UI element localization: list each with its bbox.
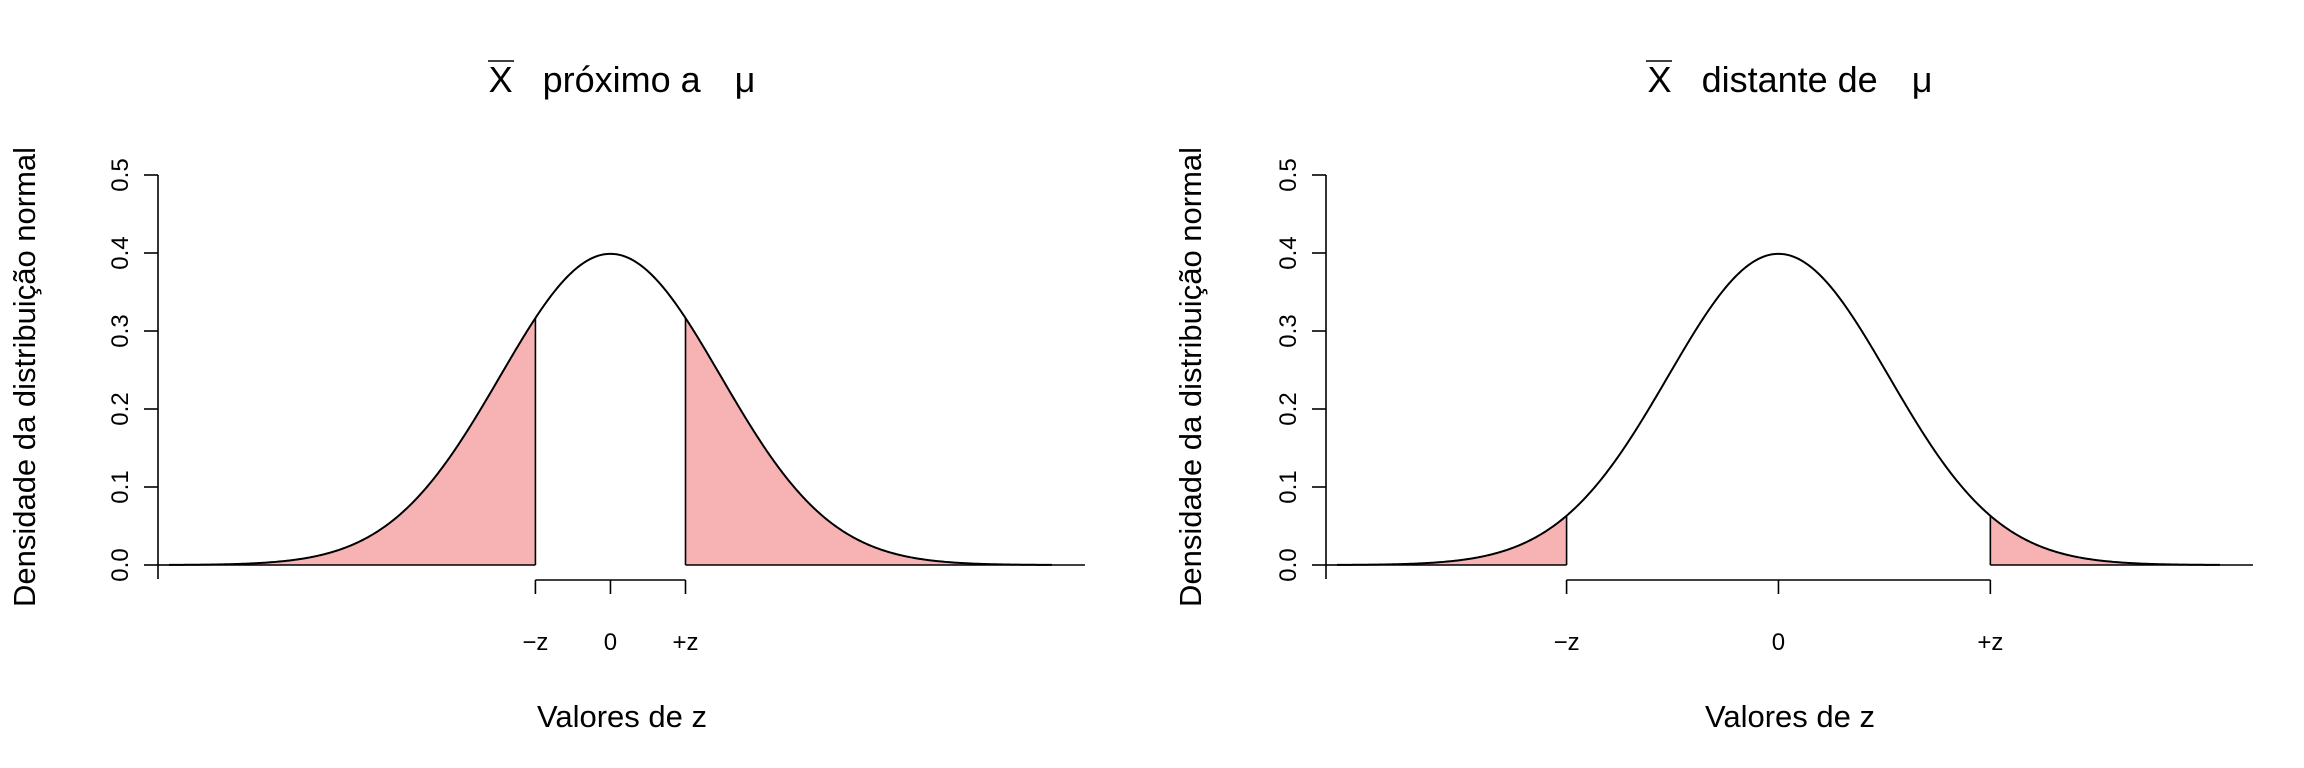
y-tick-label: 0.2 bbox=[1275, 392, 1302, 425]
y-axis-label-right: Densidade da distribuição normal bbox=[1173, 147, 1208, 607]
x-tick-label: 0 bbox=[1772, 629, 1785, 656]
panel-left: X próximo a μ 0.0 0.1 0.2 0.3 0.4 0.5 −z 0 +z Va… bbox=[7, 59, 1085, 734]
y-tick-label: 0.3 bbox=[107, 314, 134, 347]
x-axis-label-right: Valores de z bbox=[1705, 699, 1875, 734]
x-tick-label: +z bbox=[1977, 629, 2003, 656]
y-tick-label: 0.1 bbox=[107, 470, 134, 503]
y-tick-label: 0.1 bbox=[1275, 470, 1302, 503]
x-tick-label: −z bbox=[522, 629, 548, 656]
y-tick-label: 0.0 bbox=[107, 548, 134, 581]
shaded-upper-tail bbox=[1990, 515, 2220, 565]
title-mu: μ bbox=[735, 59, 756, 100]
shaded-upper-tail bbox=[685, 318, 1052, 565]
chart-title-left: X próximo a μ bbox=[489, 59, 756, 100]
shaded-lower-tail bbox=[169, 318, 536, 565]
title-text: próximo a bbox=[543, 59, 702, 100]
x-tick-label: +z bbox=[672, 629, 698, 656]
title-xbar: X bbox=[1648, 59, 1672, 100]
title-mu: μ bbox=[1912, 59, 1933, 100]
y-tick-label: 0.0 bbox=[1275, 548, 1302, 581]
chart-title-right: X distante de μ bbox=[1648, 59, 1933, 100]
density-curve bbox=[169, 252, 1052, 566]
x-tick-label: −z bbox=[1554, 629, 1580, 656]
density-curve bbox=[1337, 252, 2220, 566]
plot-area-right: 0.0 0.1 0.2 0.3 0.4 0.5 −z 0 +z bbox=[1275, 158, 2253, 656]
y-tick-label: 0.2 bbox=[107, 392, 134, 425]
title-xbar: X bbox=[489, 59, 513, 100]
plot-area-left: 0.0 0.1 0.2 0.3 0.4 0.5 −z 0 +z bbox=[107, 158, 1085, 656]
y-tick-label: 0.4 bbox=[107, 236, 134, 269]
y-axis-label-left: Densidade da distribuição normal bbox=[7, 147, 42, 607]
y-tick-label: 0.5 bbox=[1275, 158, 1302, 191]
panel-right: X distante de μ 0.00.10.20.30.40.5−z 0 +z … bbox=[1173, 59, 2253, 734]
y-tick-label: 0.5 bbox=[107, 158, 134, 191]
x-tick-label: 0 bbox=[604, 629, 617, 656]
y-tick-label: 0.3 bbox=[1275, 314, 1302, 347]
x-axis-label-left: Valores de z bbox=[537, 699, 707, 734]
title-text: distante de bbox=[1702, 59, 1878, 100]
y-tick-label: 0.4 bbox=[1275, 236, 1302, 269]
shaded-lower-tail bbox=[1337, 515, 1567, 565]
